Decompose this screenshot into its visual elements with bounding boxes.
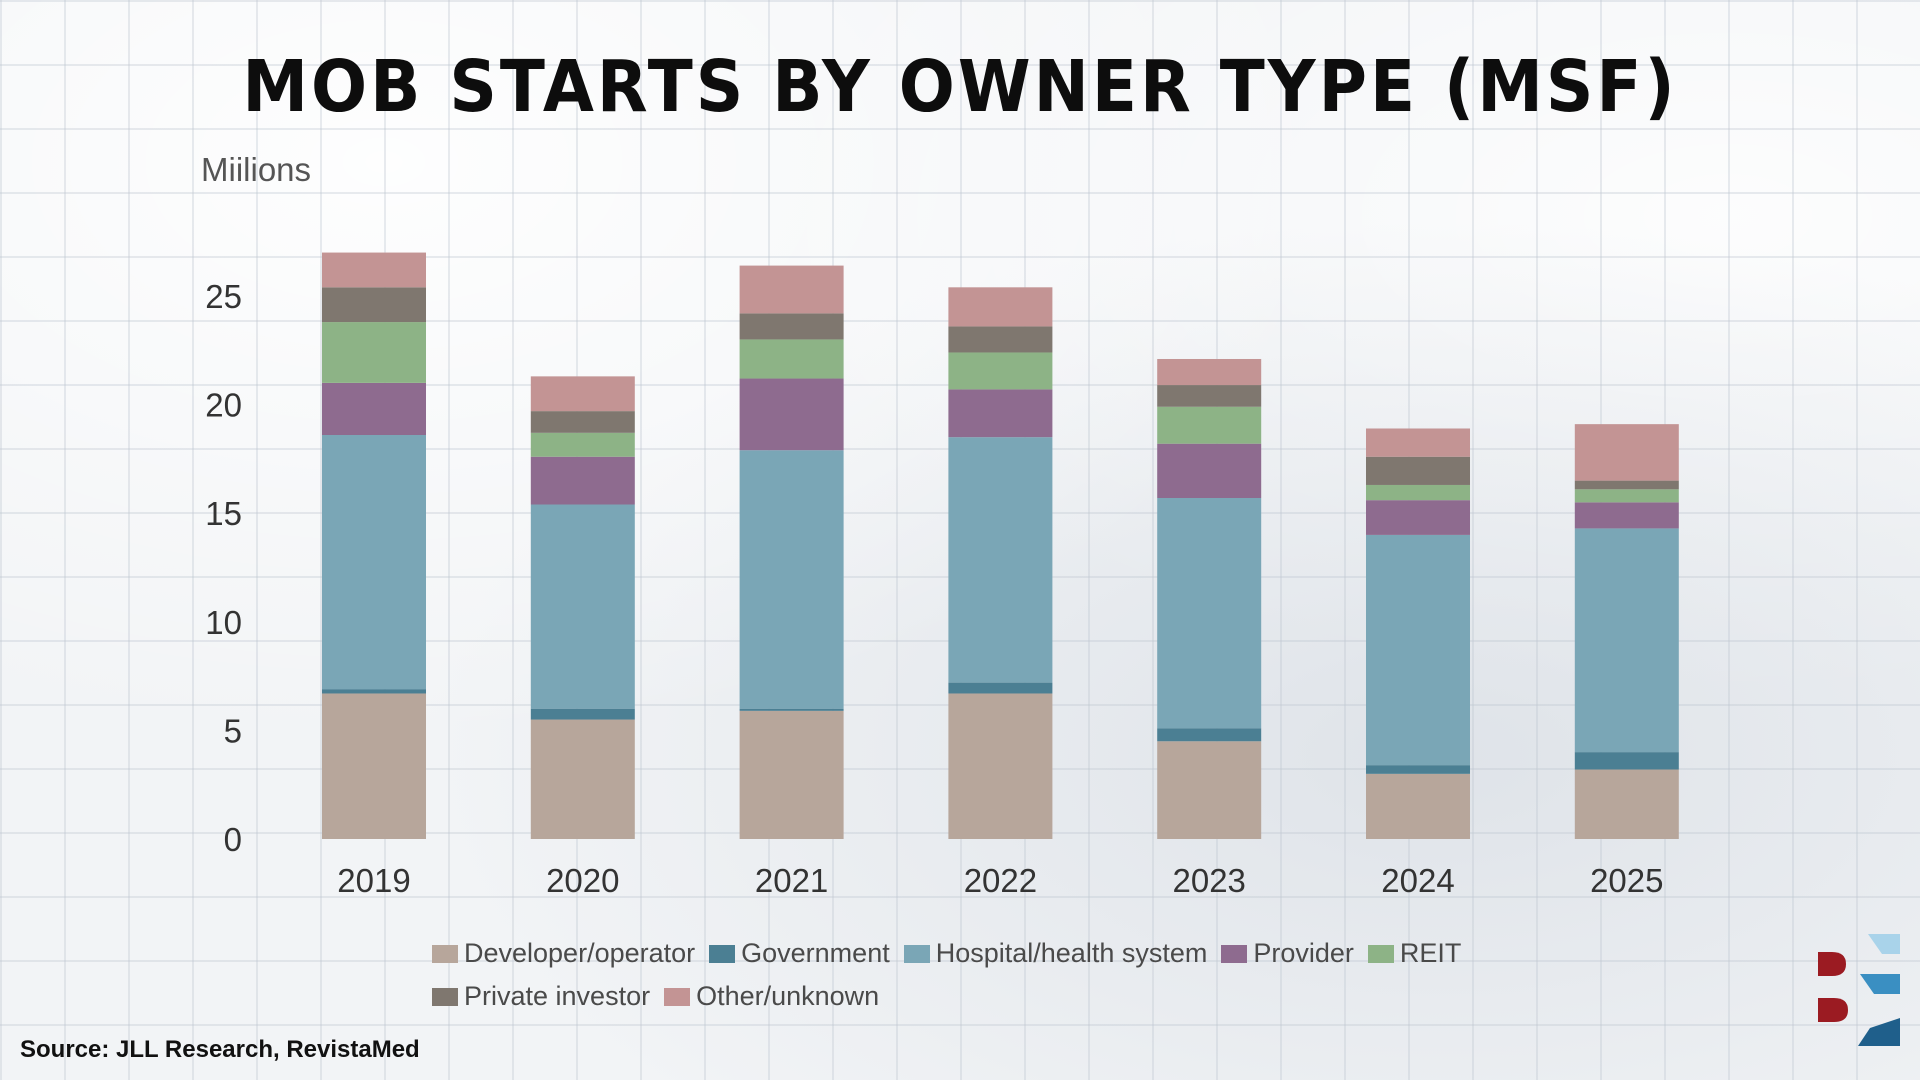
x-tick-label: 2020: [546, 862, 619, 899]
bar-segment-government-2020: [530, 708, 635, 720]
bar-segment-private-investor-2020: [530, 411, 635, 433]
bar-segment-developer-operator-2019: [322, 693, 426, 839]
legend-label: Provider: [1253, 938, 1354, 968]
bar-segment-government-2023: [1157, 728, 1262, 742]
legend-swatch: [432, 987, 458, 1006]
bar-segment-provider-2022: [948, 389, 1053, 438]
source-note: Source: JLL Research, RevistaMed: [20, 1036, 420, 1063]
legend-label: Government: [741, 938, 890, 968]
bar-segment-hospital-health-system-2023: [1157, 497, 1262, 729]
legend-swatch: [709, 944, 736, 963]
bar-segment-provider-2023: [1157, 443, 1262, 498]
bar-segment-other-unknown-2024: [1366, 428, 1470, 457]
bar-segment-reit-2021: [739, 339, 844, 379]
x-tick-label: 2023: [1172, 862, 1245, 899]
bar-segment-developer-operator-2023: [1157, 741, 1262, 839]
chart-title: MOB STARTS BY OWNER TYPE (MSF): [242, 44, 1678, 129]
legend-item: Government: [709, 938, 890, 969]
bar-segment-hospital-health-system-2021: [739, 450, 844, 709]
bar-segment-private-investor-2022: [948, 326, 1053, 353]
x-tick-label: 2019: [337, 862, 410, 899]
bar-segment-private-investor-2024: [1366, 456, 1470, 485]
legend-label: Other/unknown: [696, 981, 880, 1011]
bar-segment-provider-2020: [530, 456, 635, 505]
bar-segment-hospital-health-system-2025: [1574, 528, 1679, 753]
bar-segment-hospital-health-system-2020: [530, 504, 635, 709]
bar-segment-reit-2023: [1157, 406, 1262, 444]
bar-segment-other-unknown-2020: [530, 376, 635, 412]
bar-segment-reit-2022: [948, 352, 1053, 390]
legend-label: Private investor: [464, 981, 651, 1011]
legend-swatch: [432, 944, 458, 963]
y-tick-label: 0: [224, 821, 242, 858]
y-tick-label: 10: [205, 604, 242, 641]
bar-segment-other-unknown-2022: [948, 287, 1053, 327]
bar-segment-government-2022: [948, 682, 1053, 694]
x-tick-label: 2022: [964, 862, 1037, 899]
y-tick-label: 5: [224, 712, 242, 749]
bar-segment-private-investor-2023: [1157, 385, 1262, 407]
bar-segment-reit-2019: [322, 322, 426, 383]
bar-segment-reit-2025: [1574, 489, 1679, 503]
brand-logo-icon: [1818, 934, 1900, 1046]
bar-segment-developer-operator-2021: [739, 710, 844, 839]
y-tick-label: 20: [205, 387, 242, 424]
legend-item: Other/unknown: [664, 981, 879, 1012]
bar-segment-provider-2024: [1366, 500, 1470, 535]
y-tick-label: 15: [205, 495, 242, 532]
legend-item: Hospital/health system: [903, 938, 1208, 969]
y-tick-label: 25: [205, 278, 242, 315]
legend-item: Provider: [1221, 938, 1354, 969]
chart-legend: Developer/operator Government Hospital/hea…: [432, 938, 1512, 1012]
bar-segment-reit-2020: [530, 432, 635, 457]
legend-swatch: [1367, 944, 1394, 963]
legend-swatch: [903, 944, 930, 963]
bar-segment-hospital-health-system-2024: [1366, 534, 1470, 766]
x-tick-label: 2024: [1381, 862, 1454, 899]
bar-segment-provider-2025: [1574, 502, 1679, 529]
bar-segment-hospital-health-system-2022: [948, 437, 1053, 683]
bar-segment-government-2021: [739, 708, 844, 711]
bar-segment-other-unknown-2025: [1574, 424, 1679, 481]
bar-segment-developer-operator-2025: [1574, 769, 1679, 839]
bar-segment-government-2019: [322, 689, 426, 694]
legend-label: Hospital/health system: [935, 938, 1208, 968]
legend-swatch: [664, 987, 691, 1006]
bar-segment-provider-2019: [322, 382, 426, 436]
legend-item: Developer/operator: [432, 938, 695, 969]
bar-segment-hospital-health-system-2019: [322, 435, 426, 690]
bar-segment-other-unknown-2021: [739, 265, 844, 314]
bar-segment-private-investor-2019: [322, 287, 426, 323]
y-axis-label: Miilions: [201, 151, 311, 188]
bar-segment-other-unknown-2023: [1157, 358, 1262, 386]
bar-segment-private-investor-2025: [1574, 480, 1679, 490]
bar-segment-developer-operator-2024: [1366, 773, 1470, 839]
bar-segment-government-2024: [1366, 765, 1470, 774]
legend-item: Private investor: [432, 981, 650, 1012]
bar-segment-government-2025: [1574, 752, 1679, 770]
x-tick-label: 2025: [1590, 862, 1663, 899]
bar-segment-reit-2024: [1366, 484, 1470, 501]
legend-swatch: [1221, 944, 1248, 963]
bar-segment-developer-operator-2020: [530, 719, 635, 839]
legend-label: REIT: [1399, 938, 1462, 968]
legend-label: Developer/operator: [464, 938, 696, 968]
x-tick-label: 2021: [755, 862, 828, 899]
bar-segment-private-investor-2021: [739, 313, 844, 340]
bar-segment-developer-operator-2022: [948, 693, 1053, 839]
legend-item: REIT: [1367, 938, 1462, 969]
bar-segment-other-unknown-2019: [322, 252, 426, 288]
bar-segment-provider-2021: [739, 378, 844, 451]
